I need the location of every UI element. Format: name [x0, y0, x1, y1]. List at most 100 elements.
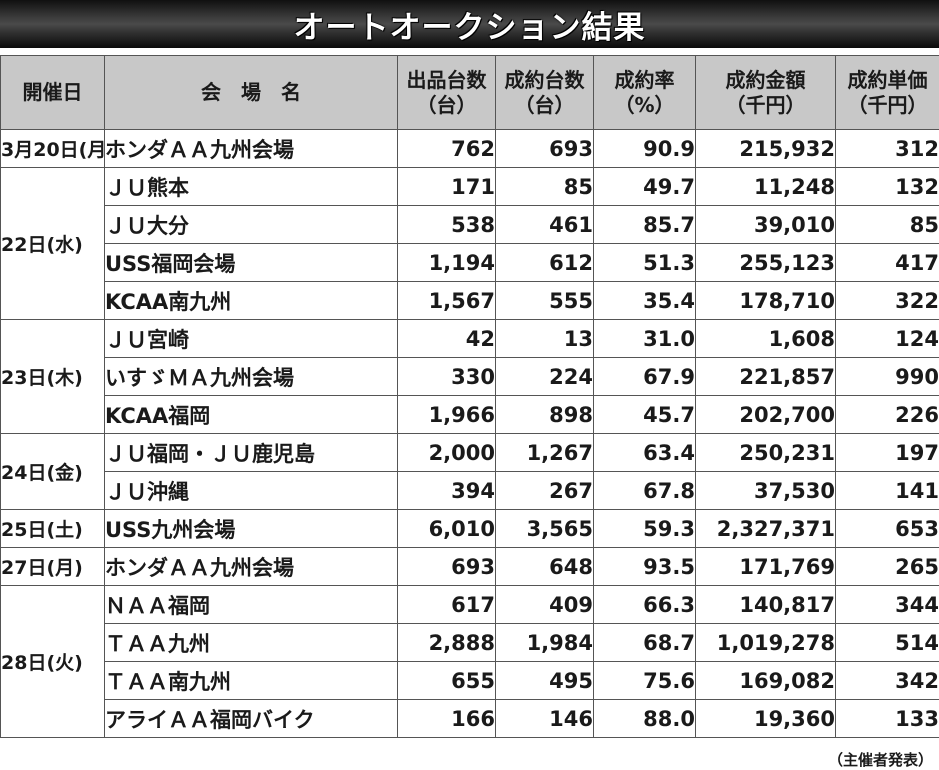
unit-price-cell: 132: [836, 168, 939, 206]
sold-rate-cell: 35.4: [594, 282, 696, 320]
header-unit-line: （千円）: [848, 93, 928, 117]
auction-results-table: 開催日会 場 名出品台数（台）成約台数（台）成約率（%）成約金額（千円）成約単価…: [0, 55, 939, 738]
sold-rate-cell: 51.3: [594, 244, 696, 282]
unit-price-cell: 344: [836, 586, 939, 624]
venue-cell: アライＡＡ福岡バイク: [105, 700, 398, 738]
listed-count-cell: 42: [398, 320, 496, 358]
venue-cell: ＪＵ大分: [105, 206, 398, 244]
date-cell: 22日(水): [1, 168, 105, 320]
sold-count-cell: 495: [496, 662, 594, 700]
sold-rate-cell: 88.0: [594, 700, 696, 738]
listed-count-cell: 394: [398, 472, 496, 510]
header-sold: 成約台数（台）: [496, 56, 594, 130]
sold-amount-cell: 37,530: [696, 472, 836, 510]
sold-amount-cell: 171,769: [696, 548, 836, 586]
sold-count-cell: 85: [496, 168, 594, 206]
date-cell: 25日(土): [1, 510, 105, 548]
sold-count-cell: 555: [496, 282, 594, 320]
sold-count-cell: 1,267: [496, 434, 594, 472]
venue-cell: いすゞＭＡ九州会場: [105, 358, 398, 396]
header-amount: 成約金額（千円）: [696, 56, 836, 130]
venue-cell: ホンダＡＡ九州会場: [105, 548, 398, 586]
sold-rate-cell: 67.9: [594, 358, 696, 396]
sold-amount-cell: 1,608: [696, 320, 836, 358]
sold-rate-cell: 66.3: [594, 586, 696, 624]
header-rate: 成約率（%）: [594, 56, 696, 130]
sold-rate-cell: 63.4: [594, 434, 696, 472]
listed-count-cell: 617: [398, 586, 496, 624]
unit-price-cell: 322: [836, 282, 939, 320]
sold-count-cell: 224: [496, 358, 594, 396]
sold-rate-cell: 45.7: [594, 396, 696, 434]
header-venue: 会 場 名: [105, 56, 398, 130]
venue-cell: KCAA福岡: [105, 396, 398, 434]
sold-amount-cell: 221,857: [696, 358, 836, 396]
sold-amount-cell: 169,082: [696, 662, 836, 700]
header-amount-line: 成約金額: [726, 68, 806, 92]
venue-cell: ＴＡＡ南九州: [105, 662, 398, 700]
sold-count-cell: 1,984: [496, 624, 594, 662]
date-cell: 24日(金): [1, 434, 105, 510]
sold-count-cell: 648: [496, 548, 594, 586]
date-cell: 28日(火): [1, 586, 105, 738]
unit-price-cell: 141: [836, 472, 939, 510]
table-header: 開催日会 場 名出品台数（台）成約台数（台）成約率（%）成約金額（千円）成約単価…: [1, 56, 939, 130]
listed-count-cell: 6,010: [398, 510, 496, 548]
venue-cell: ホンダＡＡ九州会場: [105, 130, 398, 168]
venue-cell: ＪＵ宮崎: [105, 320, 398, 358]
header-rate-line: （%）: [614, 93, 674, 117]
listed-count-cell: 1,194: [398, 244, 496, 282]
unit-price-cell: 990: [836, 358, 939, 396]
listed-count-cell: 655: [398, 662, 496, 700]
unit-price-cell: 197: [836, 434, 939, 472]
unit-price-cell: 226: [836, 396, 939, 434]
unit-price-cell: 417: [836, 244, 939, 282]
listed-count-cell: 693: [398, 548, 496, 586]
unit-price-cell: 265: [836, 548, 939, 586]
header-unit: 成約単価（千円）: [836, 56, 939, 130]
venue-cell: ＪＵ沖縄: [105, 472, 398, 510]
sold-amount-cell: 2,327,371: [696, 510, 836, 548]
listed-count-cell: 2,000: [398, 434, 496, 472]
sold-amount-cell: 202,700: [696, 396, 836, 434]
venue-cell: USS福岡会場: [105, 244, 398, 282]
sold-amount-cell: 215,932: [696, 130, 836, 168]
date-cell: 3月20日(月): [1, 130, 105, 168]
source-note: （主催者発表）: [828, 749, 933, 770]
sold-count-cell: 898: [496, 396, 594, 434]
sold-rate-cell: 90.9: [594, 130, 696, 168]
unit-price-cell: 85: [836, 206, 939, 244]
listed-count-cell: 1,567: [398, 282, 496, 320]
header-venue-line: 会 場 名: [201, 80, 301, 104]
venue-cell: ＮＡＡ福岡: [105, 586, 398, 624]
listed-count-cell: 762: [398, 130, 496, 168]
header-listed-line: （台）: [417, 93, 477, 117]
date-cell: 27日(月): [1, 548, 105, 586]
sold-count-cell: 461: [496, 206, 594, 244]
sold-amount-cell: 39,010: [696, 206, 836, 244]
sold-count-cell: 146: [496, 700, 594, 738]
header-unit-line: 成約単価: [848, 68, 928, 92]
listed-count-cell: 2,888: [398, 624, 496, 662]
header-listed: 出品台数（台）: [398, 56, 496, 130]
sold-amount-cell: 178,710: [696, 282, 836, 320]
header-date: 開催日: [1, 56, 105, 130]
unit-price-cell: 133: [836, 700, 939, 738]
sold-rate-cell: 59.3: [594, 510, 696, 548]
sold-rate-cell: 85.7: [594, 206, 696, 244]
venue-cell: ＪＵ福岡・ＪＵ鹿児島: [105, 434, 398, 472]
sold-rate-cell: 93.5: [594, 548, 696, 586]
header-sold-line: 成約台数: [505, 68, 585, 92]
sold-amount-cell: 19,360: [696, 700, 836, 738]
